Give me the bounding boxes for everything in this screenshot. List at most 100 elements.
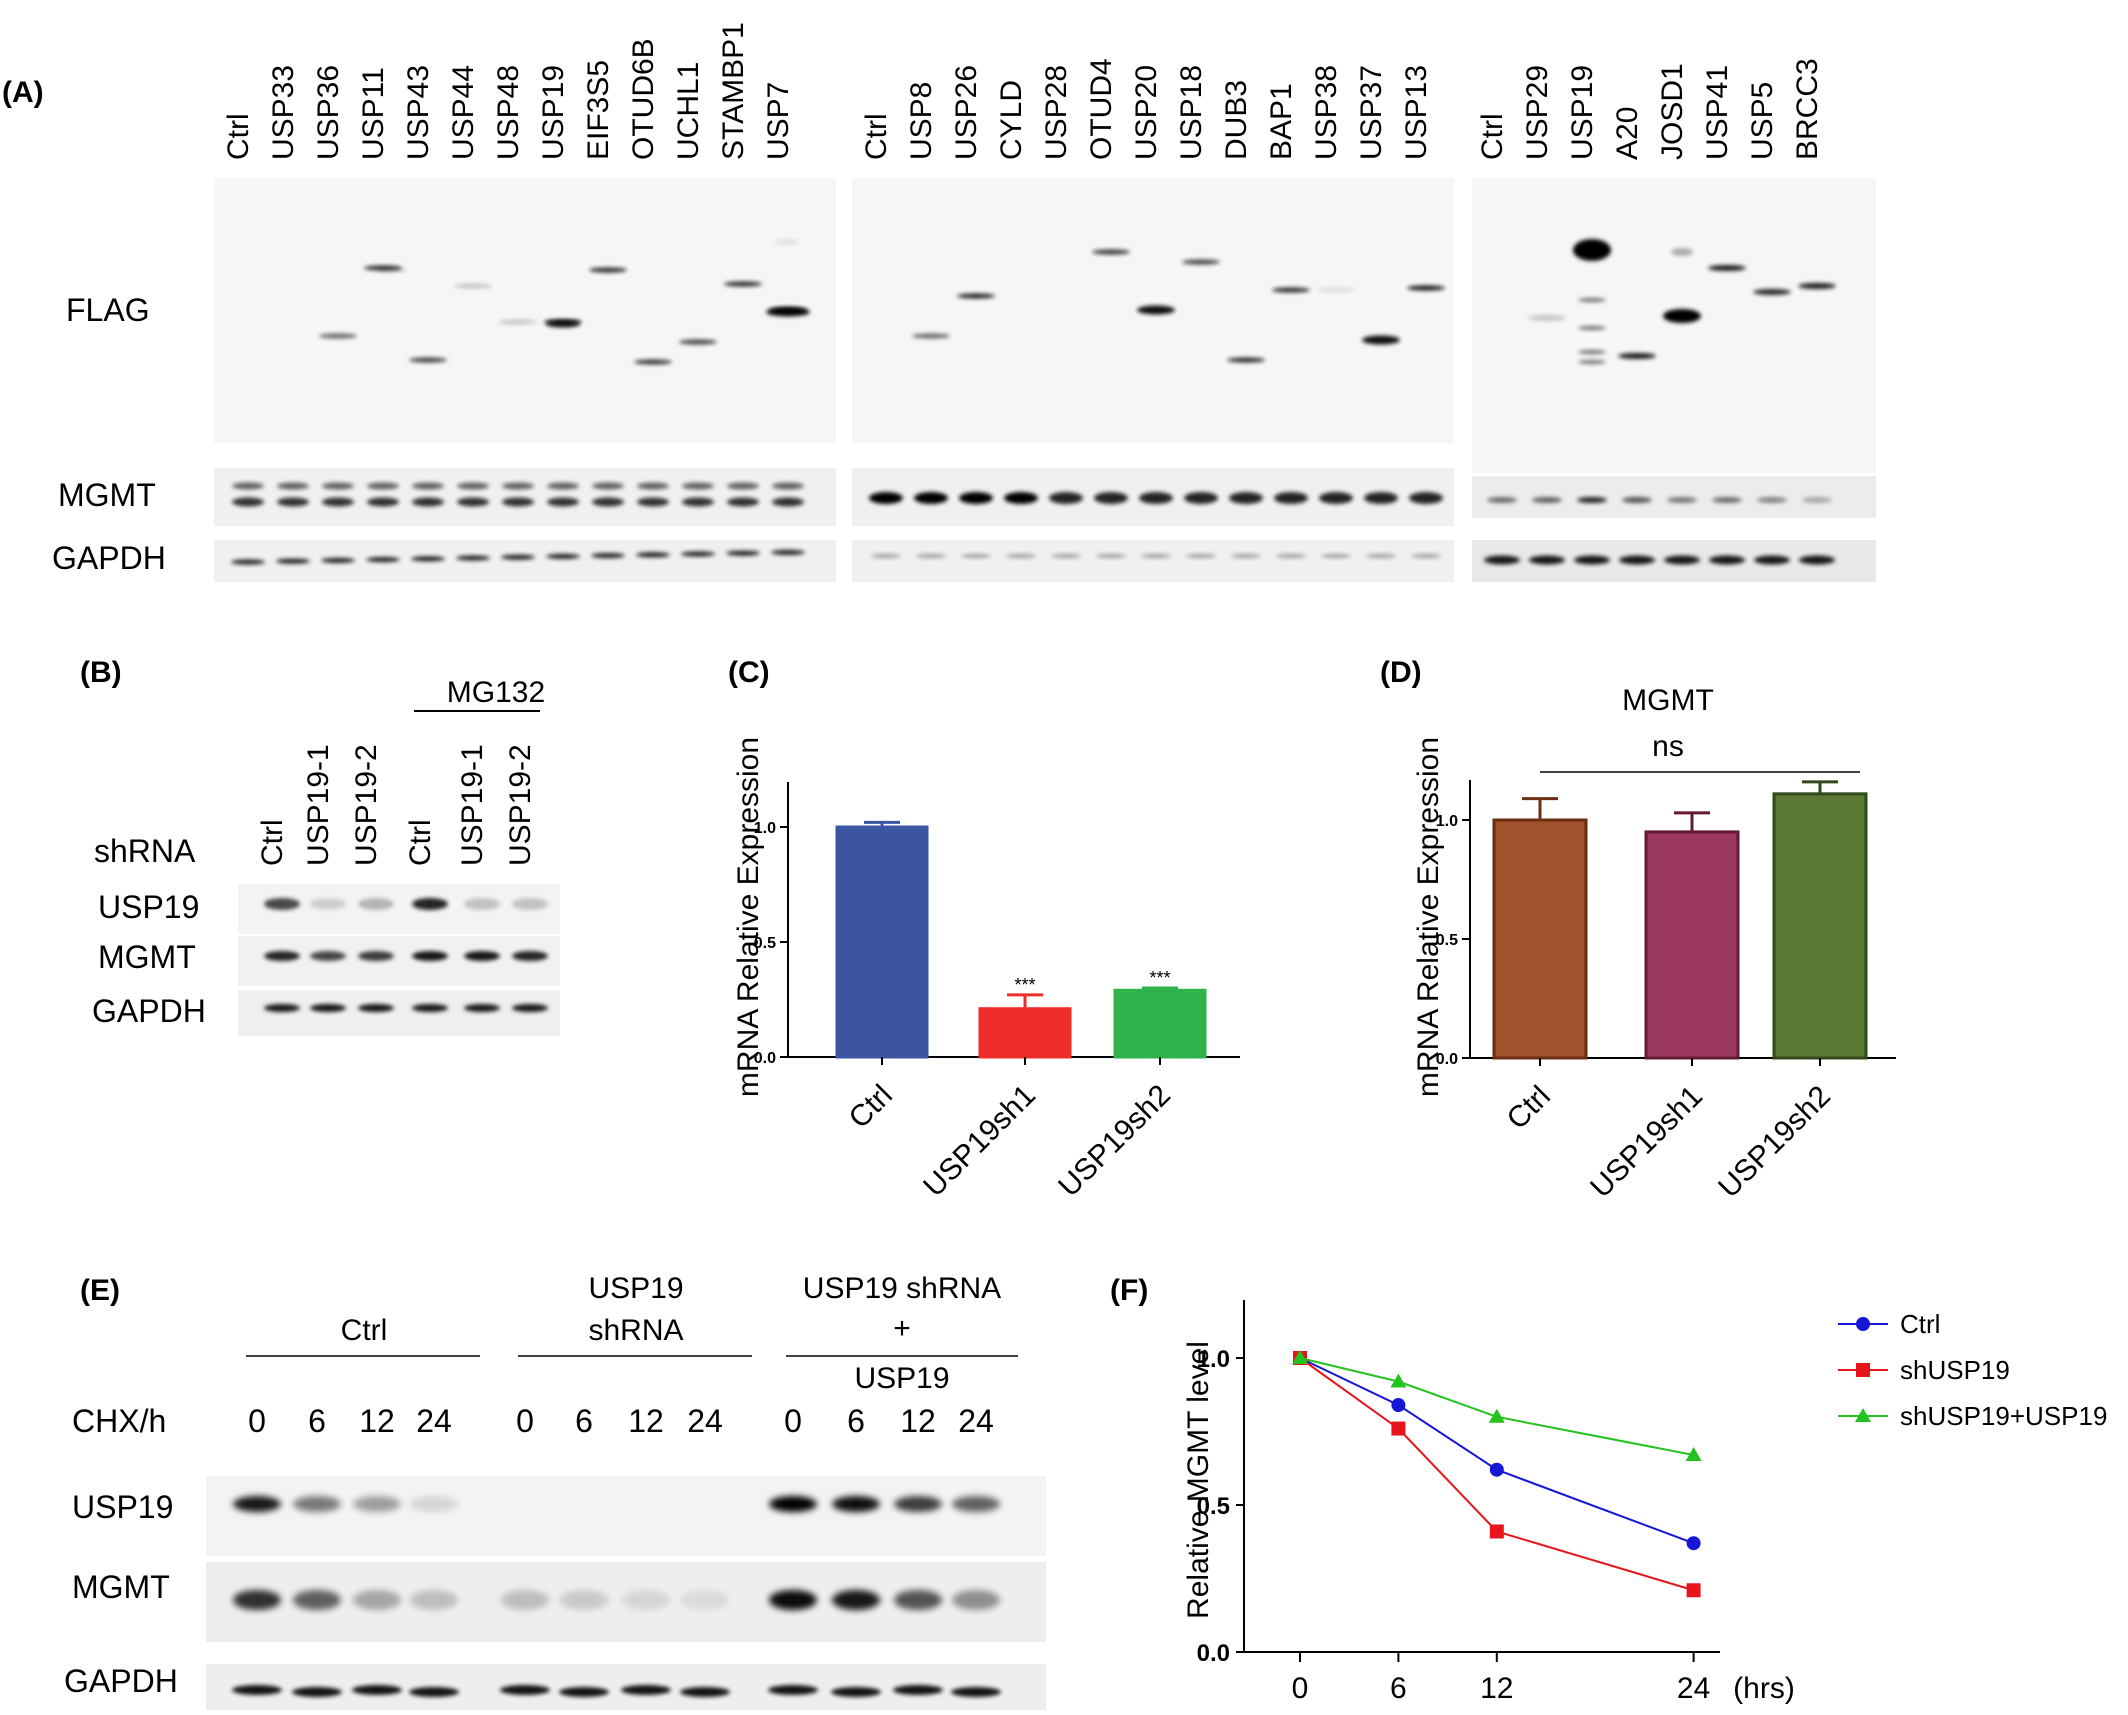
legend-label: shUSP19+USP19 xyxy=(1900,1401,2107,1431)
gapdh-band xyxy=(321,557,355,563)
panel-e-timepoint-label: 24 xyxy=(958,1403,994,1439)
panel-e-bands xyxy=(232,1496,1001,1697)
mgmt-band xyxy=(367,482,399,490)
mgmt-band xyxy=(1622,497,1652,503)
panel-a-lane-label: Ctrl xyxy=(222,113,255,160)
gapdh-band xyxy=(1276,554,1306,558)
gapdh-band xyxy=(1186,554,1216,558)
mgmt-band xyxy=(1004,492,1038,504)
panel-b-lane-labels: Ctrl USP19-1 USP19-2 Ctrl USP19-1 USP19-2 xyxy=(256,744,537,866)
panel-a-lane-label: STAMBP1 xyxy=(717,22,750,160)
mgmt-band xyxy=(232,497,264,507)
category-label: USP19sh2 xyxy=(1052,1079,1177,1204)
e-mgmt-band xyxy=(293,1590,341,1610)
e-gapdh-band xyxy=(352,1685,402,1695)
panel-a-lane-label: USP33 xyxy=(267,65,300,160)
x-tick-label: 24 xyxy=(1677,1672,1710,1705)
gapdh-band xyxy=(1096,554,1126,558)
mgmt-band xyxy=(1364,492,1398,504)
panel-a-lane-label: UCHL1 xyxy=(672,62,705,160)
y-axis-label: mRNA Relative Expression xyxy=(1412,737,1445,1097)
series-line xyxy=(1299,1357,1694,1545)
panel-e-gapdh-label: GAPDH xyxy=(64,1663,178,1699)
b-usp19-band xyxy=(310,898,346,910)
mgmt-band xyxy=(277,497,309,507)
gapdh-band xyxy=(681,551,715,557)
flag-band xyxy=(589,267,627,273)
panel-a-lane-label: USP28 xyxy=(1040,65,1073,160)
gapdh-band xyxy=(1484,555,1520,565)
flag-band xyxy=(634,359,672,365)
panel-a-letter: (A) xyxy=(2,76,44,109)
e-gapdh-band xyxy=(621,1685,671,1695)
panel-b-lane-label: Ctrl xyxy=(256,819,289,866)
e-mgmt-band xyxy=(832,1590,880,1610)
y-axis-label: mRNA Relative Expression xyxy=(732,737,765,1097)
panel-b-usp19-label: USP19 xyxy=(98,889,199,925)
b-usp19-band xyxy=(412,898,448,910)
significance-label: *** xyxy=(1149,968,1170,988)
e-mgmt-band xyxy=(560,1590,608,1610)
flag-band xyxy=(319,333,357,339)
flag-band xyxy=(546,320,580,328)
b-mgmt-band xyxy=(512,951,548,961)
panel-a-gapdh-blot-2 xyxy=(852,540,1454,582)
panel-b-lane-label: USP19-1 xyxy=(456,744,489,866)
panel-e-timepoint-label: 24 xyxy=(416,1403,452,1439)
e-usp19-band xyxy=(410,1496,458,1512)
flag-band xyxy=(724,281,762,287)
flag-band xyxy=(957,293,995,299)
panel-a-bands xyxy=(231,239,1836,565)
mgmt-band xyxy=(322,497,354,507)
flag-band xyxy=(454,283,492,289)
mgmt-band xyxy=(637,497,669,507)
flag-band xyxy=(775,239,799,245)
mgmt-band xyxy=(1319,492,1353,504)
panel-e-timepoint-label: 12 xyxy=(628,1403,664,1439)
e-mgmt-band xyxy=(952,1590,1000,1610)
data-point xyxy=(1390,1373,1407,1388)
flag-band xyxy=(409,357,447,363)
gapdh-band xyxy=(546,553,580,559)
panel-a-lane-label: USP19 xyxy=(1566,65,1599,160)
panel-a-gapdh-label: GAPDH xyxy=(52,540,166,576)
mgmt-band xyxy=(412,482,444,490)
b-gapdh-band xyxy=(464,1004,500,1012)
panel-a-lane-label: USP13 xyxy=(1400,65,1433,160)
panel-e-timepoint-label: 6 xyxy=(847,1403,865,1439)
flag-band xyxy=(1272,287,1310,293)
x-axis-label: (hrs) xyxy=(1733,1672,1795,1705)
gapdh-band xyxy=(726,550,760,556)
panel-a-mgmt-blot-3 xyxy=(1472,476,1876,518)
y-tick-label: 0.0 xyxy=(1436,1051,1458,1068)
mgmt-band xyxy=(727,497,759,507)
panel-b-letter: (B) xyxy=(80,656,122,689)
series-line xyxy=(1299,1357,1694,1592)
b-usp19-band xyxy=(512,898,548,910)
flag-band xyxy=(1578,298,1606,302)
panel-a-flag-blot-1 xyxy=(214,178,836,443)
panel-b-mg132-label: MG132 xyxy=(447,676,545,709)
gapdh-band xyxy=(771,549,805,555)
mgmt-band xyxy=(772,482,804,490)
panel-a-lane-label: USP20 xyxy=(1130,65,1163,160)
flag-band xyxy=(1092,249,1130,255)
e-mgmt-band xyxy=(681,1590,729,1610)
panel-e-group-2-line-2: shRNA xyxy=(588,1314,683,1347)
panel-b-bands xyxy=(264,898,548,1012)
e-gapdh-band xyxy=(768,1685,818,1695)
x-tick-label: 12 xyxy=(1480,1672,1513,1705)
panel-b-lane-label: USP19-2 xyxy=(350,744,383,866)
flag-band xyxy=(1671,248,1693,256)
mgmt-band xyxy=(1757,497,1787,503)
flag-band xyxy=(1528,315,1566,321)
mgmt-band xyxy=(682,482,714,490)
panel-a-lane-label: DUB3 xyxy=(1220,80,1253,160)
panel-f-line-chart: 0.0 0.5 1.0 0 6 12 24 (hrs) Relative MGMT level C… xyxy=(1182,1300,2107,1705)
e-gapdh-band xyxy=(831,1687,881,1697)
category-label: USP19sh1 xyxy=(917,1079,1042,1204)
panel-a-lane-label: USP7 xyxy=(762,82,795,160)
mgmt-band xyxy=(232,482,264,490)
panel-a-lane-label: A20 xyxy=(1611,107,1644,160)
